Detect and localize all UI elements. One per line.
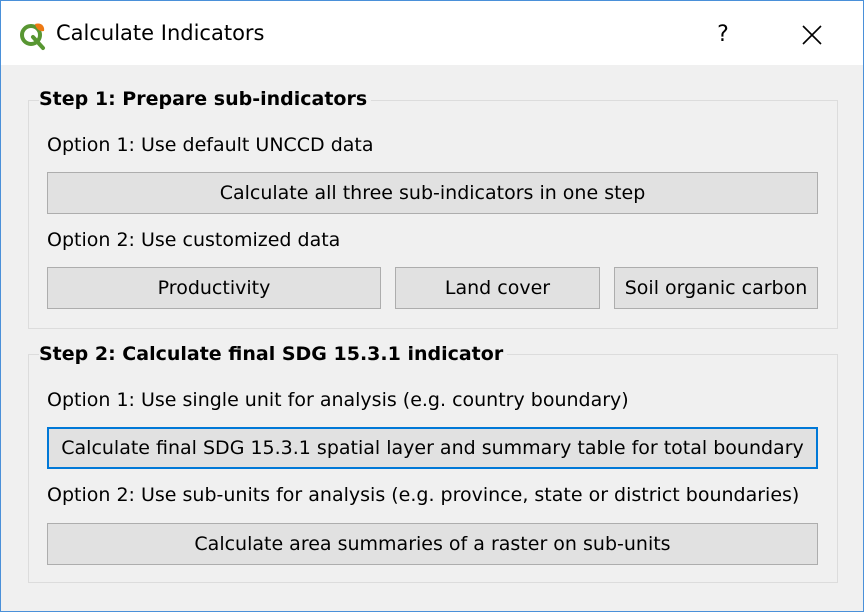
- window-title: Calculate Indicators: [56, 21, 265, 45]
- calc-final-sdg-button[interactable]: Calculate final SDG 15.3.1 spatial layer…: [47, 427, 818, 469]
- soil-organic-carbon-button[interactable]: Soil organic carbon: [614, 267, 818, 309]
- productivity-button[interactable]: Productivity: [47, 267, 381, 309]
- qgis-logo-icon: [20, 23, 45, 50]
- step2-title: Step 2: Calculate final SDG 15.3.1 indic…: [39, 343, 508, 365]
- step1-option1-label: Option 1: Use default UNCCD data: [47, 134, 374, 156]
- step1-option2-label: Option 2: Use customized data: [47, 229, 341, 251]
- step2-option1-label: Option 1: Use single unit for analysis (…: [47, 389, 629, 411]
- calc-all-subindicators-button[interactable]: Calculate all three sub-indicators in on…: [47, 172, 818, 214]
- step1-title: Step 1: Prepare sub-indicators: [39, 88, 372, 110]
- close-icon[interactable]: [791, 15, 835, 55]
- step2-option2-label: Option 2: Use sub-units for analysis (e.…: [47, 484, 800, 506]
- help-button[interactable]: ?: [717, 22, 729, 47]
- calc-area-summaries-button[interactable]: Calculate area summaries of a raster on …: [47, 523, 818, 565]
- land-cover-button[interactable]: Land cover: [395, 267, 600, 309]
- title-bar: Calculate Indicators ?: [1, 1, 863, 65]
